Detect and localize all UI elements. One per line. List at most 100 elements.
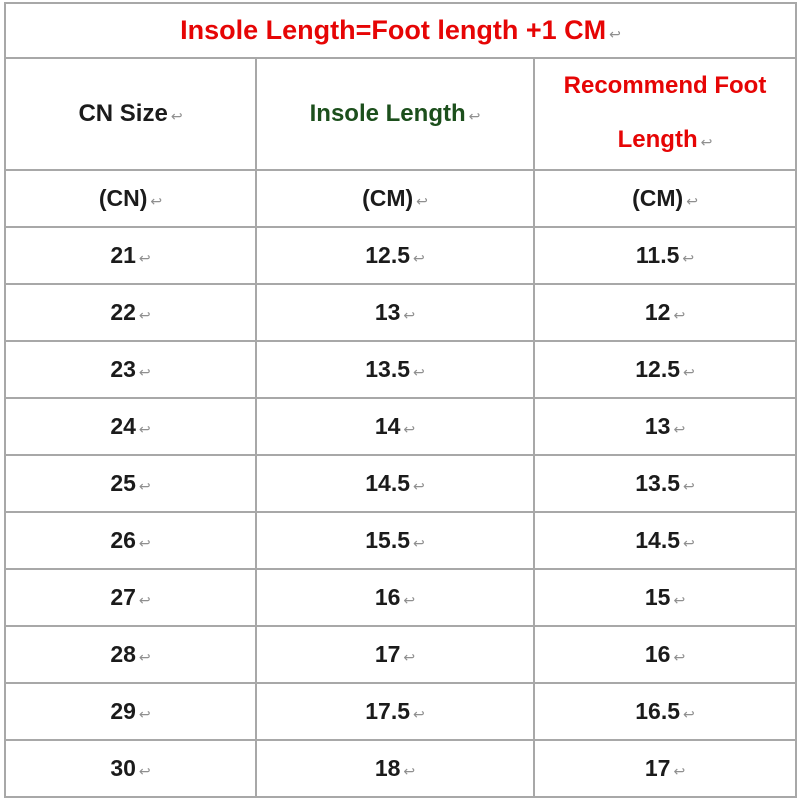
recommend-foot-length-value: 17 [644,755,671,781]
insole-length-cell: 17.5 ↩ [255,682,535,741]
recommend-foot-length-cell: 14.5↩ ↩ [532,511,800,570]
cn-size-value: 25 [110,470,136,496]
column-header-cn-size: CN Size ↩ [4,57,257,171]
insole-length-value: 16 [374,584,401,610]
line-break-mark: ↩ [138,649,151,665]
cn-size-value: 24 [110,413,136,439]
line-break-mark: ↩ [150,193,163,209]
line-break-mark: ↩ [403,763,416,779]
cn-size-value: 29 [110,698,136,724]
line-break-mark: ↩ [416,193,428,209]
line-break-mark: ↩ [682,250,695,266]
recommend-foot-length-value: 16.5 [635,698,681,724]
insole-length-value: 14 [374,413,401,439]
insole-length-cell: 14.5 ↩ [255,454,535,513]
insole-length-cell: 13 ↩ [255,283,535,342]
insole-length-value: 17 [374,641,401,667]
table-row: 26↩ 15.5↩ 14.5↩ ↩ [4,511,800,570]
cn-size-value: 22 [110,299,136,325]
insole-length-value: 14.5 [365,470,411,496]
line-break-mark: ↩ [138,763,151,779]
recommend-foot-length-cell: 12.5↩ ↩ [532,340,800,399]
recommend-foot-length-cell: 13↩ ↩ [532,397,800,456]
line-break-mark: ↩ [609,26,621,42]
table-row: 29↩ 17.5↩ 16.5↩ ↩ [4,682,800,741]
line-break-mark: ↩ [673,763,686,779]
insole-length-cell: 12.5 ↩ [255,226,535,285]
cn-size-cell: 22 ↩ [4,283,257,342]
cn-size-cell: 21 ↩ [4,226,257,285]
cn-size-cell: 25 ↩ [4,454,257,513]
unit-label: (CN) [98,185,148,211]
line-break-mark: ↩ [683,535,695,551]
recommend-foot-length-cell: 16.5↩ ↩ [532,682,800,741]
line-break-mark: ↩ [683,364,695,380]
insole-length-cell: 18 ↩ [255,739,535,798]
cn-size-value: 30 [110,755,136,781]
line-break-mark: ↩ [686,193,698,209]
line-break-mark: ↩ [138,706,151,722]
line-break-mark: ↩ [403,421,416,437]
table-row: 27↩ 16↩ 15↩ ↩ [4,568,800,627]
line-break-mark: ↩ [413,706,425,722]
table-row: 23↩ 13.5↩ 12.5↩ ↩ [4,340,800,399]
recommend-foot-length-cell: 15↩ ↩ [532,568,800,627]
title-row: Insole Length=Foot length +1 CM↩ ↩ [3,2,800,59]
line-break-mark: ↩ [138,364,151,380]
recommend-foot-length-value: 16 [644,641,671,667]
line-break-mark: ↩ [138,592,151,608]
table-row: 30↩ 18↩ 17↩ ↩ [4,739,800,798]
recommend-foot-length-value: 14.5 [635,527,681,553]
insole-length-value: 18 [374,755,401,781]
header-row: CN Size ↩ Insole Length ↩ Recommend Foot L… [4,57,800,171]
cn-size-cell: 24 ↩ [4,397,257,456]
line-break-mark: ↩ [413,250,425,266]
cn-size-cell: 29 ↩ [4,682,257,741]
insole-length-value: 13 [374,299,401,325]
unit-cell-insole: (CM) ↩ [255,169,535,228]
cn-size-value: 21 [110,242,136,268]
insole-length-value: 15.5 [365,527,411,553]
unit-cell-foot: (CM)↩ ↩ [532,169,800,228]
recommend-foot-length-cell: 12↩ ↩ [532,283,800,342]
insole-length-value: 12.5 [365,242,411,268]
insole-length-cell: 15.5 ↩ [255,511,535,570]
recommend-foot-length-value: 15 [644,584,671,610]
size-chart-table: Insole Length=Foot length +1 CM↩ ↩ CN Si… [3,2,800,798]
line-break-mark: ↩ [138,250,151,266]
recommend-foot-length-cell: 13.5↩ ↩ [532,454,800,513]
recommend-foot-length-cell: 17↩ ↩ [532,739,800,798]
table-row: 25↩ 14.5↩ 13.5↩ ↩ [4,454,800,513]
table-row: 21↩ 12.5↩ 11.5↩ ↩ [4,226,800,285]
header-label: Insole Length [309,100,466,127]
insole-length-cell: 14 ↩ [255,397,535,456]
insole-length-value: 17.5 [365,698,411,724]
line-break-mark: ↩ [403,307,416,323]
line-break-mark: ↩ [673,307,686,323]
unit-cell-cn: (CN) ↩ [4,169,257,228]
line-break-mark: ↩ [413,478,425,494]
cn-size-value: 23 [110,356,136,382]
line-break-mark: ↩ [683,478,695,494]
table-row: 24↩ 14↩ 13↩ ↩ [4,397,800,456]
cn-size-value: 27 [110,584,136,610]
table-row: 28↩ 17↩ 16↩ ↩ [4,625,800,684]
column-header-insole-length: Insole Length ↩ [255,57,535,171]
cn-size-value: 28 [110,641,136,667]
unit-label: (CM) [362,185,414,211]
insole-length-value: 13.5 [365,356,411,382]
recommend-foot-length-cell: 16↩ ↩ [532,625,800,684]
recommend-foot-length-cell: 11.5↩ ↩ [532,226,800,285]
line-break-mark: ↩ [403,592,416,608]
table-row: 22↩ 13↩ 12↩ ↩ [4,283,800,342]
line-break-mark: ↩ [138,478,151,494]
column-header-recommend-foot-length: Recommend Foot Length↩ ↩ [532,57,800,171]
table-title: Insole Length=Foot length +1 CM↩ ↩ [3,2,800,59]
line-break-mark: ↩ [138,307,151,323]
cn-size-cell: 23 ↩ [4,340,257,399]
line-break-mark: ↩ [403,649,416,665]
recommend-foot-length-value: 12.5 [635,356,681,382]
line-break-mark: ↩ [673,592,686,608]
cn-size-cell: 30 ↩ [4,739,257,798]
line-break-mark: ↩ [700,134,713,150]
